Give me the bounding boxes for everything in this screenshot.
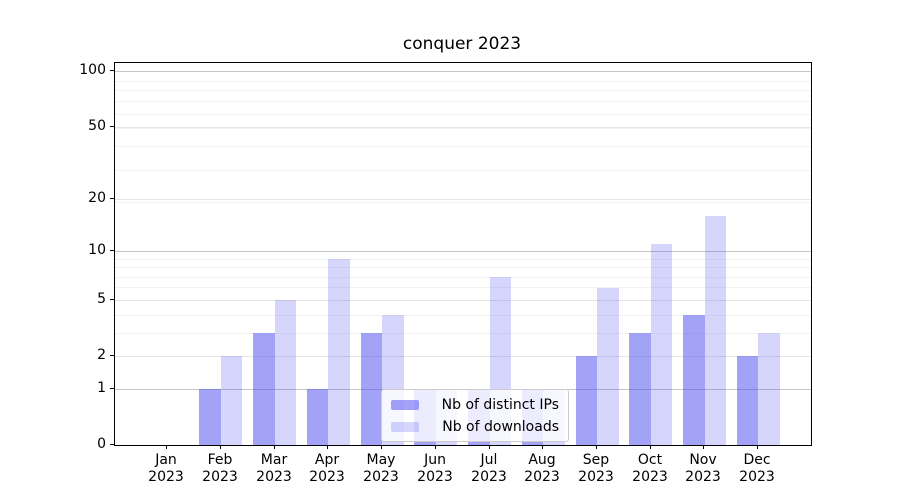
- y-tick-label: 20: [88, 190, 106, 206]
- gridline-minor: [115, 114, 811, 115]
- y-tick-label: 100: [79, 62, 106, 78]
- gridline-minor: [115, 315, 811, 316]
- bar-distinct-ips: [199, 388, 221, 445]
- x-tick-label: Apr 2023: [309, 452, 345, 485]
- bar-distinct-ips: [253, 332, 275, 445]
- x-tick-label: Sep 2023: [578, 452, 614, 485]
- x-tick-mark: [327, 445, 328, 449]
- y-tick-mark: [110, 70, 114, 71]
- x-tick-label: Jun 2023: [417, 452, 453, 485]
- x-tick-label: Jan 2023: [148, 452, 184, 485]
- bar-downloads: [650, 243, 673, 445]
- bar-downloads: [597, 287, 619, 445]
- legend-swatch-downloads: [391, 421, 419, 432]
- legend-item-distinct-ips: Nb of distinct IPs: [391, 396, 559, 413]
- gridline-minor: [115, 101, 811, 102]
- legend-label-downloads: Nb of downloads: [442, 418, 559, 435]
- bar-distinct-ips: [683, 314, 705, 445]
- gridline: [115, 356, 811, 357]
- gridline-minor: [115, 287, 811, 288]
- gridline-minor: [115, 170, 811, 171]
- y-tick-label: 50: [88, 118, 106, 134]
- y-tick-mark: [110, 126, 114, 127]
- x-tick-mark: [435, 445, 436, 449]
- legend-swatch-distinct-ips: [391, 399, 419, 410]
- gridline-minor: [115, 277, 811, 278]
- y-tick-label: 0: [97, 436, 106, 452]
- x-tick-label: Dec 2023: [739, 452, 775, 485]
- x-tick-mark: [166, 445, 167, 449]
- gridline-minor: [115, 267, 811, 268]
- x-tick-mark: [489, 445, 490, 449]
- x-tick-label: Oct 2023: [632, 452, 668, 485]
- gridline-minor: [115, 333, 811, 334]
- x-tick-label: Nov 2023: [685, 452, 721, 485]
- bar-downloads: [758, 332, 780, 445]
- bar-distinct-ips: [736, 356, 759, 445]
- legend-item-downloads: Nb of downloads: [391, 418, 559, 435]
- x-tick-label: Feb 2023: [202, 452, 238, 485]
- plot-area: Nb of distinct IPs Nb of downloads: [114, 62, 812, 446]
- x-tick-mark: [703, 445, 704, 449]
- x-tick-mark: [757, 445, 758, 449]
- y-tick-label: 1: [97, 380, 106, 396]
- y-tick-label: 2: [97, 347, 106, 363]
- gridline: [115, 300, 811, 301]
- x-tick-label: Mar 2023: [256, 452, 292, 485]
- x-tick-label: Aug 2023: [524, 452, 560, 485]
- legend: Nb of distinct IPs Nb of downloads: [381, 389, 569, 442]
- bar-downloads: [274, 299, 297, 445]
- y-tick-mark: [110, 299, 114, 300]
- x-tick-mark: [650, 445, 651, 449]
- y-tick-mark: [110, 444, 114, 445]
- bar-distinct-ips: [306, 388, 329, 445]
- gridline: [115, 199, 811, 200]
- y-tick-label: 5: [97, 291, 106, 307]
- gridline-major: [115, 251, 811, 252]
- bar-downloads: [328, 258, 350, 445]
- y-tick-mark: [110, 250, 114, 251]
- legend-label-distinct-ips: Nb of distinct IPs: [441, 396, 559, 413]
- bar-distinct-ips: [360, 332, 383, 445]
- y-tick-mark: [110, 388, 114, 389]
- x-tick-mark: [542, 445, 543, 449]
- y-tick-mark: [110, 198, 114, 199]
- x-tick-mark: [274, 445, 275, 449]
- gridline-minor: [115, 90, 811, 91]
- gridline-minor: [115, 128, 811, 129]
- bar-downloads: [704, 215, 726, 445]
- bar-distinct-ips: [629, 332, 651, 445]
- gridline-major: [115, 71, 811, 72]
- gridline-minor: [115, 146, 811, 147]
- gridline: [115, 127, 811, 128]
- gridline-minor: [115, 259, 811, 260]
- bar-distinct-ips: [575, 356, 597, 445]
- chart-title: conquer 2023: [402, 34, 522, 54]
- y-tick-label: 10: [88, 242, 106, 258]
- x-tick-label: Jul 2023: [471, 452, 507, 485]
- x-tick-mark: [220, 445, 221, 449]
- x-tick-label: May 2023: [363, 452, 399, 485]
- gridline-minor: [115, 202, 811, 203]
- gridline-minor: [115, 81, 811, 82]
- y-tick-mark: [110, 355, 114, 356]
- bar-downloads: [220, 356, 243, 445]
- x-tick-mark: [596, 445, 597, 449]
- x-tick-mark: [381, 445, 382, 449]
